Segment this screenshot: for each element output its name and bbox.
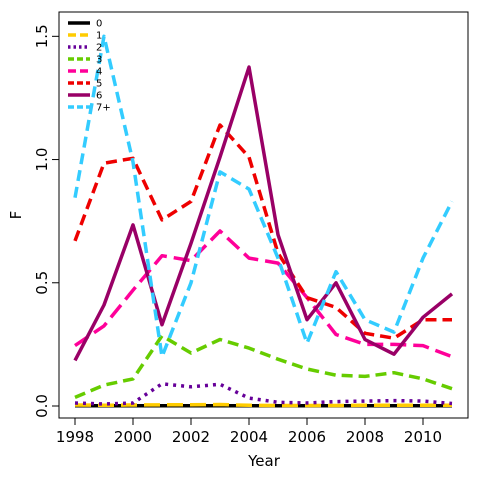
y-axis: 0.0 0.5 1.0 1.5 — [33, 24, 60, 418]
series-line-5 — [73, 123, 452, 340]
series-line-1 — [74, 402, 452, 408]
series-layer — [73, 34, 454, 408]
y-tick-label: 0.5 — [33, 271, 51, 295]
y-axis-title: F — [7, 211, 25, 220]
y-tick-label: 0.0 — [33, 394, 51, 418]
legend-label-1: 1 — [96, 31, 102, 42]
y-tick-label: 1.5 — [33, 24, 51, 48]
legend-label-3: 3 — [96, 55, 102, 66]
x-tick-label: 2010 — [404, 428, 442, 446]
x-tick-label: 2000 — [114, 428, 152, 446]
x-tick-label: 2008 — [346, 428, 384, 446]
x-axis: 1998 2000 2002 2004 2006 2008 2010 — [56, 417, 442, 446]
legend-label-5: 5 — [96, 79, 102, 90]
series-line-7 — [73, 34, 454, 359]
legend-label-6: 6 — [96, 91, 102, 102]
x-tick-label: 1998 — [56, 428, 94, 446]
legend-label-2: 2 — [96, 43, 102, 54]
series-line-3 — [74, 334, 453, 400]
legend-label-4: 4 — [96, 67, 102, 78]
series-line-4 — [74, 229, 453, 359]
x-tick-label: 2006 — [288, 428, 326, 446]
legend-label-0: 0 — [96, 19, 102, 30]
legend-label-7: 7+ — [96, 103, 111, 114]
x-axis-title: Year — [247, 452, 281, 470]
series-line-6 — [73, 65, 454, 362]
plot-frame — [58, 11, 469, 419]
x-tick-label: 2002 — [172, 428, 210, 446]
x-tick-label: 2004 — [230, 428, 268, 446]
y-tick-label: 1.0 — [33, 148, 51, 172]
series-line-2 — [74, 382, 453, 406]
